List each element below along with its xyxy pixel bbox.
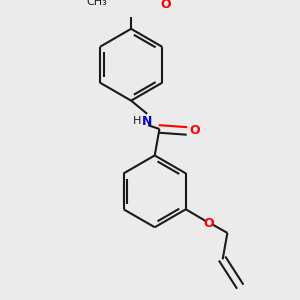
Text: O: O	[203, 217, 214, 230]
Text: N: N	[142, 115, 152, 128]
Text: CH₃: CH₃	[87, 0, 107, 8]
Text: H: H	[133, 116, 141, 126]
Text: O: O	[161, 0, 171, 11]
Text: O: O	[189, 124, 200, 137]
